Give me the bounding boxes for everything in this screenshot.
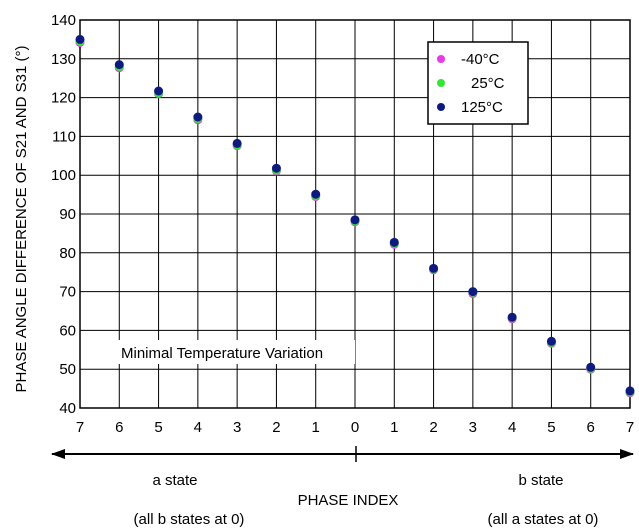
data-point <box>75 34 85 44</box>
data-point <box>429 263 439 273</box>
data-point <box>389 237 399 247</box>
y-tick-labels: 40 50 60 70 80 90 100 110 120 130 140 <box>51 12 76 417</box>
left-state-label: a state <box>152 472 197 489</box>
y-tick-label: 80 <box>59 245 76 262</box>
data-point <box>350 215 360 225</box>
data-point <box>232 138 242 148</box>
x-tick-label: 4 <box>194 419 202 436</box>
left-state-note: (all b states at 0) <box>134 511 245 528</box>
legend-marker-25 <box>437 79 445 87</box>
legend-label-minus40: -40°C <box>461 51 500 68</box>
data-point <box>625 386 635 396</box>
y-tick-label: 60 <box>59 322 76 339</box>
x-tick-label: 6 <box>115 419 123 436</box>
y-axis-label: PHASE ANGLE DIFFERENCE OF S21 AND S31 (°… <box>13 46 30 393</box>
data-point <box>586 362 596 372</box>
data-point <box>114 60 124 70</box>
x-tick-label: 7 <box>76 419 84 436</box>
legend-marker-minus40 <box>437 55 445 63</box>
legend-label-25: 25°C <box>471 75 505 92</box>
data-point <box>154 86 164 96</box>
y-tick-label: 120 <box>51 90 76 107</box>
y-tick-label: 70 <box>59 284 76 301</box>
y-tick-label: 130 <box>51 51 76 68</box>
data-point <box>546 336 556 346</box>
legend-marker-125 <box>437 103 445 111</box>
data-point <box>468 287 478 297</box>
x-tick-label: 1 <box>312 419 320 436</box>
y-tick-label: 90 <box>59 206 76 223</box>
plot-frame <box>79 19 631 409</box>
x-axis-label: PHASE INDEX <box>298 492 399 509</box>
data-point <box>311 189 321 199</box>
x-tick-labels: 7 6 5 4 3 2 1 0 1 2 3 4 5 6 7 <box>76 419 634 436</box>
annotation-text: Minimal Temperature Variation <box>121 345 323 362</box>
legend-label-125: 125°C <box>461 99 503 116</box>
data-point <box>507 312 517 322</box>
annotation-box <box>113 340 355 364</box>
x-tick-label: 4 <box>508 419 516 436</box>
y-tick-label: 50 <box>59 361 76 378</box>
y-tick-label: 40 <box>59 400 76 417</box>
x-tick-label: 0 <box>351 419 359 436</box>
data-point <box>271 163 281 173</box>
x-tick-label: 2 <box>272 419 280 436</box>
x-tick-label: 5 <box>547 419 555 436</box>
y-tick-label: 110 <box>52 128 76 145</box>
x-tick-label: 6 <box>587 419 595 436</box>
x-tick-label: 1 <box>390 419 398 436</box>
x-tick-label: 2 <box>429 419 437 436</box>
y-tick-label: 100 <box>51 167 76 184</box>
legend: -40°C 25°C 125°C <box>427 41 529 125</box>
right-state-label: b state <box>518 472 563 489</box>
data-points <box>75 34 635 398</box>
x-tick-label: 3 <box>469 419 477 436</box>
y-tick-label: 140 <box>51 12 76 29</box>
x-tick-label: 5 <box>154 419 162 436</box>
x-tick-label: 3 <box>233 419 241 436</box>
right-state-note: (all a states at 0) <box>488 511 599 528</box>
x-tick-label: 7 <box>626 419 634 436</box>
series-2 <box>75 34 635 396</box>
data-point <box>193 112 203 122</box>
